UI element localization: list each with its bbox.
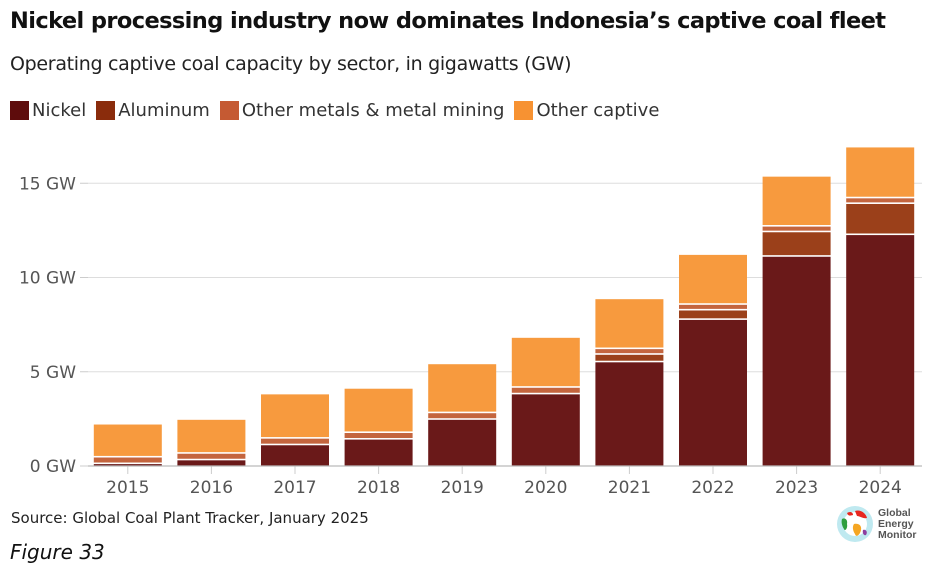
bar-segment-nickel-2019[interactable] <box>428 419 497 466</box>
bar-segment-other-captive-2019[interactable] <box>428 364 497 412</box>
legend-item-other-metals[interactable]: Other metals & metal mining <box>219 100 505 121</box>
x-tick-label: 2017 <box>273 478 316 498</box>
chart-title: Nickel processing industry now dominates… <box>10 8 886 34</box>
bar-segment-nickel-2015[interactable] <box>93 464 162 466</box>
bar-segment-other-metals-metal-mining-2017[interactable] <box>261 438 329 444</box>
bar-segment-other-metals-metal-mining-2022[interactable] <box>679 304 747 309</box>
legend-label: Aluminum <box>118 100 210 121</box>
legend-swatch <box>219 101 239 120</box>
bar-segment-nickel-2024[interactable] <box>846 235 915 466</box>
bars <box>93 147 915 466</box>
x-tick-label: 2016 <box>190 478 233 498</box>
figure-label: Figure 33 <box>10 540 105 564</box>
legend-swatch <box>10 101 29 120</box>
bar-segment-other-captive-2022[interactable] <box>679 254 747 304</box>
bar-segment-other-metals-metal-mining-2019[interactable] <box>428 413 497 419</box>
bar-segment-nickel-2020[interactable] <box>511 394 580 466</box>
legend-label: Other metals & metal mining <box>241 100 505 121</box>
bar-segment-other-captive-2018[interactable] <box>344 388 413 432</box>
stacked-bar-chart: 0 GW 5 GW 10 GW 15 GW 2015 2016 2017 2018 2019 20… <box>19 147 922 498</box>
bar-segment-other-metals-metal-mining-2021[interactable] <box>595 349 664 354</box>
chart-subtitle: Operating captive coal capacity by secto… <box>10 53 572 75</box>
x-tick-label: 2019 <box>441 478 484 498</box>
x-tick-label: 2023 <box>775 478 818 498</box>
bar-segment-nickel-2016[interactable] <box>177 460 246 466</box>
bar-segment-other-captive-2015[interactable] <box>93 424 162 456</box>
bar-segment-nickel-2022[interactable] <box>679 319 747 466</box>
globe-icon <box>837 506 873 542</box>
bar-segment-other-metals-metal-mining-2023[interactable] <box>762 226 831 231</box>
logo-text-line: Energy <box>878 517 914 530</box>
bar-segment-aluminum-2024[interactable] <box>846 203 915 234</box>
bar-segment-other-captive-2020[interactable] <box>511 337 580 387</box>
legend-swatch <box>514 101 534 120</box>
y-tick-label: 5 GW <box>30 363 76 383</box>
bar-segment-nickel-2018[interactable] <box>344 439 413 466</box>
bar-segment-other-captive-2017[interactable] <box>261 394 329 438</box>
bar-segment-nickel-2017[interactable] <box>261 445 329 466</box>
legend-item-nickel[interactable]: Nickel <box>10 100 86 121</box>
legend-label: Other captive <box>536 100 660 121</box>
y-tick-label: 15 GW <box>19 174 76 194</box>
x-tick-label: 2015 <box>106 478 149 498</box>
y-tick-label: 10 GW <box>19 269 76 289</box>
bar-segment-other-captive-2016[interactable] <box>177 419 246 453</box>
x-tick-label: 2021 <box>608 478 651 498</box>
bar-segment-other-captive-2024[interactable] <box>846 147 915 197</box>
source-note: Source: Global Coal Plant Tracker, Janua… <box>11 509 369 527</box>
y-tick-label: 0 GW <box>30 457 76 477</box>
bar-segment-nickel-2023[interactable] <box>762 256 831 466</box>
logo-text-line: Global <box>878 506 911 519</box>
x-tick-label: 2020 <box>524 478 567 498</box>
legend: Nickel Aluminum Other metals & metal min… <box>10 100 669 121</box>
logo-text-line: Monitor <box>878 528 917 541</box>
bar-segment-aluminum-2022[interactable] <box>679 310 747 319</box>
legend-item-other-captive[interactable]: Other captive <box>514 100 659 121</box>
bar-segment-aluminum-2021[interactable] <box>595 354 664 361</box>
axes: 0 GW 5 GW 10 GW 15 GW 2015 2016 2017 2018 2019 20… <box>19 174 922 498</box>
bar-segment-other-metals-metal-mining-2024[interactable] <box>846 198 915 203</box>
x-tick-label: 2018 <box>357 478 400 498</box>
bar-segment-aluminum-2023[interactable] <box>762 232 831 256</box>
bar-segment-other-metals-metal-mining-2020[interactable] <box>511 387 580 393</box>
bar-segment-other-captive-2023[interactable] <box>762 176 831 226</box>
legend-swatch <box>96 101 116 120</box>
bar-segment-other-metals-metal-mining-2015[interactable] <box>93 457 162 463</box>
global-energy-monitor-logo[interactable]: Global Energy Monitor <box>836 505 917 543</box>
legend-label: Nickel <box>32 100 87 121</box>
bar-segment-nickel-2021[interactable] <box>595 362 664 466</box>
x-tick-label: 2022 <box>691 478 734 498</box>
bar-segment-other-metals-metal-mining-2016[interactable] <box>177 453 246 459</box>
bar-segment-other-captive-2021[interactable] <box>595 299 664 348</box>
x-tick-label: 2024 <box>859 478 902 498</box>
bar-segment-other-metals-metal-mining-2018[interactable] <box>344 433 413 439</box>
legend-item-aluminum[interactable]: Aluminum <box>96 100 210 121</box>
